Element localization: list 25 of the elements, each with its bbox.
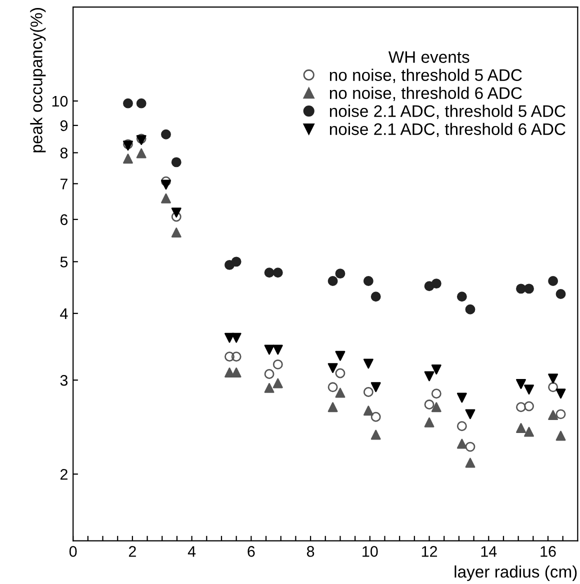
x-tick-label: 0 xyxy=(69,546,77,557)
y-tick-label: 7 xyxy=(60,178,68,190)
x-tick-label: 6 xyxy=(248,546,255,557)
x-tick-label: 10 xyxy=(362,546,378,557)
x-tick-label: 12 xyxy=(422,546,437,557)
y-tick-label: 4 xyxy=(60,308,68,319)
y-tick-label: 2 xyxy=(60,468,68,480)
y-tick-label: 6 xyxy=(60,214,68,226)
x-tick-label: 14 xyxy=(481,546,497,557)
legend-label: noise 2.1 ADC, threshold 5 ADC xyxy=(330,104,566,120)
legend-label: no noise, threshold 5 ADC xyxy=(330,68,522,83)
legend-label: noise 2.1 ADC, threshold 6 ADC xyxy=(330,122,566,138)
y-tick-label: 10 xyxy=(52,96,68,107)
y-tick-label: 3 xyxy=(60,374,68,386)
legend-title: WH events xyxy=(388,51,470,63)
x-tick-label: 4 xyxy=(188,546,196,557)
x-tick-label: 16 xyxy=(540,546,556,557)
y-tick-label: 9 xyxy=(60,120,68,132)
x-axis-title: layer radius (cm) xyxy=(454,565,577,581)
y-axis-title: peak occupancy(%) xyxy=(30,8,46,152)
x-tick-label: 2 xyxy=(128,546,136,557)
x-tick-label: 8 xyxy=(306,546,314,557)
y-tick-label: 8 xyxy=(60,148,68,158)
y-tick-label: 5 xyxy=(60,256,68,268)
legend-label: no noise, threshold 6 ADC xyxy=(330,86,522,101)
